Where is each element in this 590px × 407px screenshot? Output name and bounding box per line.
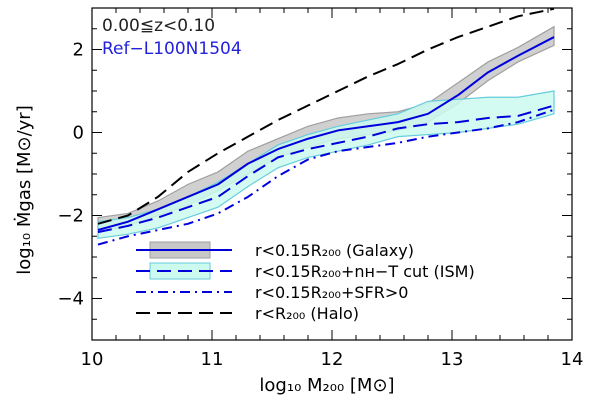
- y-tick-label: −4: [57, 289, 84, 310]
- x-tick-label: 10: [81, 349, 104, 370]
- x-tick-label: 11: [201, 349, 224, 370]
- series-lines: [97, 7, 555, 246]
- x-axis-label: log₁₀ M₂₀₀ [M⊙]: [259, 375, 394, 396]
- tick-labels: 10 11 12 13 14 −4 −2 0 2: [57, 40, 583, 371]
- line-series-3: [97, 7, 555, 225]
- y-tick-label: 2: [73, 40, 84, 61]
- line-series-1: [97, 104, 555, 234]
- x-tick-label: 14: [561, 349, 584, 370]
- x-tick-label: 12: [321, 349, 344, 370]
- redshift-annotation: 0.00≦z<0.10: [102, 16, 215, 36]
- legend: r<0.15R₂₀₀ (Galaxy) r<0.15R₂₀₀+nʜ−T cut (…: [136, 241, 475, 323]
- axis-ticks: [91, 7, 573, 341]
- line-series-0: [97, 36, 555, 231]
- legend-label: r<0.15R₂₀₀ (Galaxy): [255, 241, 414, 260]
- y-tick-label: −2: [57, 206, 84, 227]
- x-tick-label: 13: [441, 349, 464, 370]
- y-axis-label: log₁₀ Ṁgas [M⊙/yr]: [14, 105, 35, 274]
- y-tick-label: 0: [73, 123, 84, 144]
- legend-label: r<0.15R₂₀₀+nʜ−T cut (ISM): [255, 262, 475, 281]
- legend-label: r<R₂₀₀ (Halo): [255, 304, 359, 323]
- line-series-2: [97, 108, 555, 246]
- uncertainty-bands: [97, 25, 555, 240]
- simulation-annotation: Ref−L100N1504: [102, 39, 242, 59]
- band-series-1: [97, 90, 555, 240]
- legend-label: r<0.15R₂₀₀+SFR>0: [255, 283, 408, 302]
